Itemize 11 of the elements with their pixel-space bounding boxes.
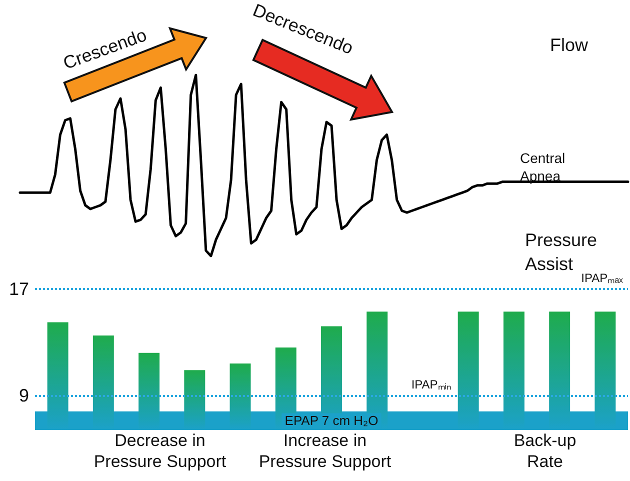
band-label: EPAP 7 cm H₂O: [284, 413, 378, 428]
ref-line-label: IPAPₘᵢₙ: [411, 377, 452, 392]
text: Decrease in Pressure Support: [92, 430, 228, 472]
annotation: Central Apnea: [520, 150, 566, 185]
ref-line-label: IPAPₘₐₓ: [581, 271, 624, 285]
y-tick-label: 17: [8, 279, 29, 299]
chart-title: Flow: [550, 35, 590, 55]
y-tick-label: 9: [18, 385, 29, 406]
text: Back-up Rate: [512, 430, 578, 472]
text: Increase in Pressure Support: [258, 430, 392, 472]
chart-title: Pressure Assist: [525, 230, 602, 274]
